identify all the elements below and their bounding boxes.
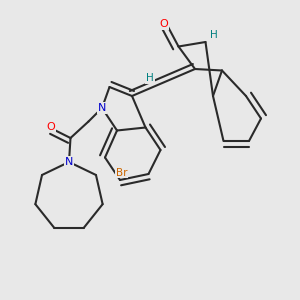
Text: Br: Br — [116, 167, 127, 178]
Text: N: N — [98, 103, 106, 113]
Text: N: N — [65, 157, 73, 167]
Text: H: H — [146, 73, 154, 83]
Text: O: O — [160, 19, 169, 29]
Text: O: O — [46, 122, 56, 132]
Text: H: H — [210, 30, 218, 40]
